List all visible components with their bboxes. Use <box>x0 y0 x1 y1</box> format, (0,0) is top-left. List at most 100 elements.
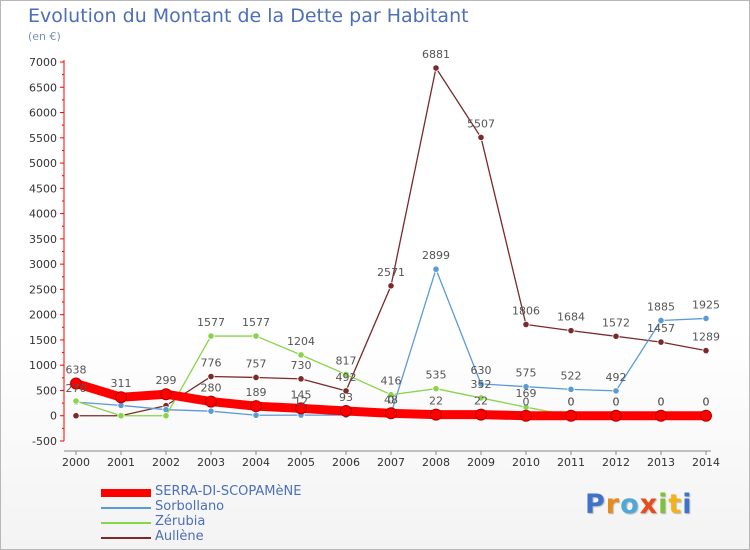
data-label-serra-di-scopam-ne: 0 <box>703 396 710 409</box>
data-label-aull-ne: 1289 <box>692 331 720 344</box>
chart-series <box>70 64 712 422</box>
x-tick-label: 2008 <box>422 456 450 469</box>
chart-title: Evolution du Montant de la Dette par Hab… <box>28 5 469 27</box>
legend-swatch <box>101 522 151 524</box>
data-label-sorbollano: 630 <box>471 364 492 377</box>
data-label-z-rubia: 416 <box>381 375 402 388</box>
data-point-serra-di-scopam-ne <box>655 409 667 422</box>
data-label-sorbollano: 270 <box>66 382 87 395</box>
data-label-serra-di-scopam-ne: 311 <box>111 377 132 390</box>
data-label-sorbollano: 0 <box>388 394 395 407</box>
legend-item-aull-ne: Aullène <box>101 529 401 545</box>
data-label-aull-ne: 1806 <box>512 304 540 317</box>
data-label-serra-di-scopam-ne: 145 <box>291 388 312 401</box>
data-label-serra-di-scopam-ne: 22 <box>429 395 443 408</box>
data-point-sorbollano <box>567 385 575 393</box>
data-point-serra-di-scopam-ne <box>430 408 442 421</box>
data-point-sorbollano <box>657 316 665 325</box>
data-label-z-rubia: 169 <box>516 387 537 400</box>
y-tick-label: 500 <box>36 384 57 397</box>
data-label-z-rubia: 0 <box>658 396 665 409</box>
chart-axes: -500 0 500 1000 1500 2000 2500 3000 3500 4000 4500… <box>29 56 720 469</box>
legend-item-z-rubia: Zérubia <box>101 514 401 530</box>
data-label-aull-ne: 1572 <box>602 316 630 329</box>
y-tick-label: 3000 <box>29 258 57 271</box>
data-point-serra-di-scopam-ne <box>250 400 262 413</box>
x-tick-label: 2014 <box>692 456 720 469</box>
legend-item-serra-di-scopam-ne: SERRA-DI-SCOPAMèNE <box>101 484 401 500</box>
data-label-z-rubia: 0 <box>703 396 710 409</box>
data-label-aull-ne: 1684 <box>557 311 585 324</box>
chart-data-labels: 638 311 299 280 189 145 93 48 22 22 0 0 0 0 0 270 12 0 289… <box>66 48 721 409</box>
x-tick-label: 2005 <box>287 456 315 469</box>
data-label-serra-di-scopam-ne: 22 <box>474 395 488 408</box>
data-point-aull-ne <box>702 346 710 355</box>
data-point-z-rubia <box>432 385 440 393</box>
y-tick-label: 5000 <box>29 157 57 170</box>
y-tick-label: 4000 <box>29 208 57 221</box>
data-point-sorbollano <box>432 265 440 273</box>
data-label-z-rubia: 0 <box>613 396 620 409</box>
data-label-z-rubia: 535 <box>426 369 447 382</box>
data-point-serra-di-scopam-ne <box>160 388 172 401</box>
data-point-serra-di-scopam-ne <box>700 409 712 422</box>
legend-swatch <box>101 489 151 497</box>
y-tick-label: 3500 <box>29 233 57 246</box>
y-tick-label: 2500 <box>29 283 57 296</box>
data-label-sorbollano: 492 <box>606 371 627 384</box>
y-tick-label: 2000 <box>29 309 57 322</box>
data-label-aull-ne: 6881 <box>422 48 450 61</box>
data-point-aull-ne <box>432 64 440 72</box>
data-label-z-rubia: 352 <box>471 378 492 391</box>
data-point-sorbollano <box>477 380 485 388</box>
data-point-serra-di-scopam-ne <box>385 407 397 420</box>
data-point-z-rubia <box>162 412 170 420</box>
data-point-sorbollano <box>612 387 620 395</box>
data-label-sorbollano: 575 <box>516 367 537 380</box>
x-tick-label: 2006 <box>332 456 360 469</box>
x-tick-label: 2002 <box>152 456 180 469</box>
data-point-sorbollano <box>702 314 710 323</box>
legend-label: Sorbollano <box>155 499 225 514</box>
legend-item-sorbollano: Sorbollano <box>101 499 401 515</box>
data-point-aull-ne <box>342 387 350 395</box>
data-label-z-rubia: 0 <box>568 396 575 409</box>
y-tick-label: 1000 <box>29 359 57 372</box>
data-label-z-rubia: 1577 <box>197 316 225 329</box>
data-label-serra-di-scopam-ne: 93 <box>339 391 353 404</box>
chart-subtitle: (en €) <box>28 30 61 43</box>
data-point-serra-di-scopam-ne <box>205 395 217 408</box>
x-tick-label: 2007 <box>377 456 405 469</box>
data-point-sorbollano <box>252 411 260 419</box>
data-point-z-rubia <box>297 351 305 359</box>
data-label-sorbollano: 12 <box>294 395 308 408</box>
data-point-z-rubia <box>342 370 350 379</box>
data-point-aull-ne <box>612 332 620 340</box>
data-point-aull-ne <box>477 133 485 142</box>
y-tick-label: -500 <box>32 435 57 448</box>
data-point-serra-di-scopam-ne <box>115 391 127 404</box>
y-tick-label: 7000 <box>29 56 57 69</box>
data-label-z-rubia: 817 <box>336 354 357 367</box>
data-point-aull-ne <box>522 320 530 329</box>
x-tick-label: 2009 <box>467 456 495 469</box>
y-tick-label: 1500 <box>29 334 57 347</box>
data-point-aull-ne <box>207 372 215 381</box>
data-label-aull-ne: 5507 <box>467 117 495 130</box>
data-label-serra-di-scopam-ne: 48 <box>384 393 398 406</box>
data-label-aull-ne: 730 <box>291 359 312 372</box>
data-point-serra-di-scopam-ne <box>610 409 622 422</box>
data-point-aull-ne <box>387 282 395 290</box>
data-label-aull-ne: 2571 <box>377 266 405 279</box>
data-point-z-rubia <box>477 394 485 402</box>
data-point-aull-ne <box>72 412 80 420</box>
y-tick-label: 6000 <box>29 107 57 120</box>
data-point-serra-di-scopam-ne <box>565 409 577 422</box>
y-tick-label: 4500 <box>29 182 57 195</box>
x-tick-label: 2013 <box>647 456 675 469</box>
data-point-aull-ne <box>657 338 665 346</box>
y-tick-label: 6500 <box>29 81 57 94</box>
legend-label: Aullène <box>155 529 204 544</box>
